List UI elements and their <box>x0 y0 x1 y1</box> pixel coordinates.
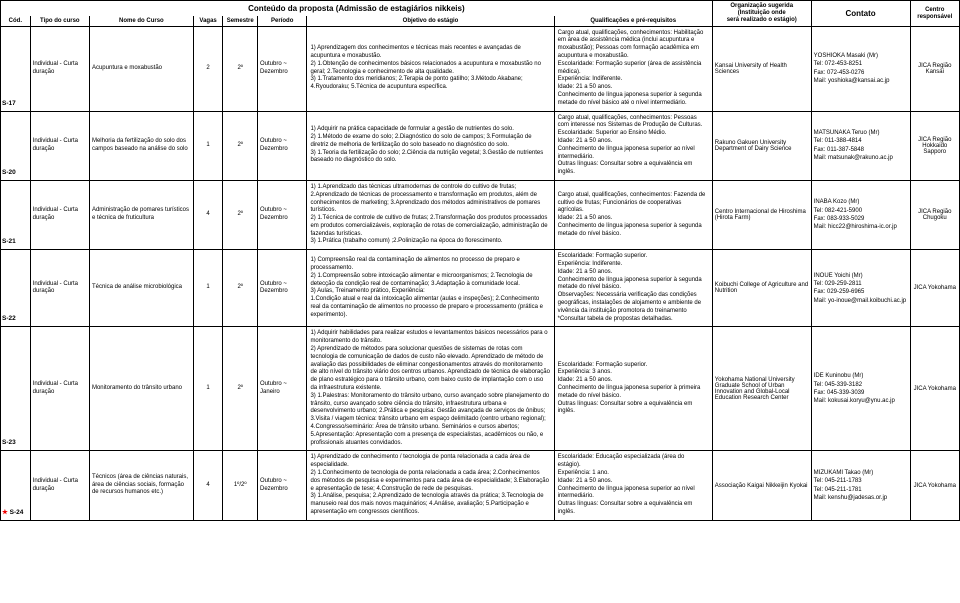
nome-cell: Monitoramento do trânsito urbano <box>89 327 193 451</box>
hdr-org: Organização sugerida (Instituição onde s… <box>712 1 811 27</box>
vagas-cell: 1 <box>193 327 223 451</box>
tipo-cell: Individual - Curta duração <box>30 250 89 327</box>
centro-cell: JICA Região Chugoku <box>910 180 959 249</box>
objetivo-cell: 1) Compreensão real da contaminação de a… <box>307 250 554 327</box>
org-cell: Koibuchi College of Agriculture and Nutr… <box>712 250 811 327</box>
hdr-cod: Cód. <box>1 16 31 26</box>
sem-cell: 2º <box>223 180 258 249</box>
contato-cell: MATSUNAKA Teruo (Mr) Tel: 011-388-4814 F… <box>811 111 910 180</box>
sem-cell: 2º <box>223 327 258 451</box>
objetivo-cell: 1) Aprendizado de conhecimento / tecnolo… <box>307 451 554 520</box>
cod-cell: S-21 <box>1 180 31 249</box>
table-row: S-17Individual - Curta duraçãoAcupuntura… <box>1 26 960 111</box>
objetivo-cell: 1) Adquirir na prática capacidade de for… <box>307 111 554 180</box>
periodo-cell: Outubro ~ Dezembro <box>258 451 307 520</box>
vagas-cell: 1 <box>193 250 223 327</box>
org-cell: Rakuno Gakuen University Department of D… <box>712 111 811 180</box>
tipo-cell: Individual - Curta duração <box>30 180 89 249</box>
vagas-cell: 4 <box>193 451 223 520</box>
contato-cell: INABA Kozo (Mr) Tel: 082-421-5900 Fax: 0… <box>811 180 910 249</box>
hdr-objetivo: Objetivo do estágio <box>307 16 554 26</box>
nome-cell: Melhoria da fertilização do solo dos cam… <box>89 111 193 180</box>
hdr-qual: Qualificações e pré-requisitos <box>554 16 712 26</box>
objetivo-cell: 1) 1.Aprendizado das técnicas ultramoder… <box>307 180 554 249</box>
table-row: S-23Individual - Curta duraçãoMonitorame… <box>1 327 960 451</box>
centro-cell: JICA Yokohama <box>910 451 959 520</box>
qual-cell: Cargo atual, qualificações, conhecimento… <box>554 26 712 111</box>
org-cell: Yokohama National University Graduate Sc… <box>712 327 811 451</box>
star-marker: ★ <box>2 509 8 516</box>
objetivo-cell: 1) Aprendizagem dos conhecimentos e técn… <box>307 26 554 111</box>
centro-cell: JICA Região Hokkaido Sapporo <box>910 111 959 180</box>
table-title: Conteúdo da proposta (Admissão de estagi… <box>1 1 713 16</box>
org-cell: Kansai University of Health Sciences <box>712 26 811 111</box>
tipo-cell: Individual - Curta duração <box>30 26 89 111</box>
nome-cell: Administração de pomares turísticos e té… <box>89 180 193 249</box>
periodo-cell: Outubro ~ Janeiro <box>258 327 307 451</box>
vagas-cell: 2 <box>193 26 223 111</box>
qual-cell: Escolaridade: Educação especializada (ár… <box>554 451 712 520</box>
hdr-tipo: Tipo do curso <box>30 16 89 26</box>
periodo-cell: Outubro ~ Dezembro <box>258 250 307 327</box>
table-row: S-22Individual - Curta duraçãoTécnica de… <box>1 250 960 327</box>
hdr-contato: Contato <box>811 1 910 27</box>
org-cell: Associação Kaigai Nikkeijin Kyokai <box>712 451 811 520</box>
tipo-cell: Individual - Curta duração <box>30 111 89 180</box>
hdr-sem: Semestre <box>223 16 258 26</box>
cod-cell: ★ S-24 <box>1 451 31 520</box>
nome-cell: Técnica de análise microbiológica <box>89 250 193 327</box>
objetivo-cell: 1) Adquirir habilidades para realizar es… <box>307 327 554 451</box>
contato-cell: YOSHIOKA Masaki (Mr) Tel: 072-453-8251 F… <box>811 26 910 111</box>
periodo-cell: Outubro ~ Dezembro <box>258 111 307 180</box>
sem-cell: 2º <box>223 250 258 327</box>
centro-cell: JICA Yokohama <box>910 250 959 327</box>
periodo-cell: Outubro ~ Dezembro <box>258 26 307 111</box>
cod-cell: S-23 <box>1 327 31 451</box>
tipo-cell: Individual - Curta duração <box>30 451 89 520</box>
contato-cell: INOUE Yoichi (Mr) Tel: 029-259-2811 Fax:… <box>811 250 910 327</box>
org-cell: Centro Internacional de Hiroshima (Hirot… <box>712 180 811 249</box>
centro-cell: JICA Yokohama <box>910 327 959 451</box>
nome-cell: Acupuntura e moxabustão <box>89 26 193 111</box>
sem-cell: 2º <box>223 111 258 180</box>
sem-cell: 1º/2º <box>223 451 258 520</box>
table-row: S-20Individual - Curta duraçãoMelhoria d… <box>1 111 960 180</box>
internship-table: Conteúdo da proposta (Admissão de estagi… <box>0 0 960 521</box>
periodo-cell: Outubro ~ Dezembro <box>258 180 307 249</box>
hdr-vagas: Vagas <box>193 16 223 26</box>
hdr-periodo: Período <box>258 16 307 26</box>
qual-cell: Cargo atual, qualificações, conhecimento… <box>554 111 712 180</box>
nome-cell: Técnicos (área de ciências naturais, áre… <box>89 451 193 520</box>
vagas-cell: 1 <box>193 111 223 180</box>
cod-cell: S-20 <box>1 111 31 180</box>
cod-cell: S-22 <box>1 250 31 327</box>
hdr-nome: Nome do Curso <box>89 16 193 26</box>
vagas-cell: 4 <box>193 180 223 249</box>
tipo-cell: Individual - Curta duração <box>30 327 89 451</box>
table-row: S-21Individual - Curta duraçãoAdministra… <box>1 180 960 249</box>
qual-cell: Escolaridade: Formação superior. Experiê… <box>554 327 712 451</box>
contato-cell: MIZUKAMI Takao (Mr) Tel: 045-211-1783 Te… <box>811 451 910 520</box>
qual-cell: Escolaridade: Formação superior. Experiê… <box>554 250 712 327</box>
centro-cell: JICA Região Kansai <box>910 26 959 111</box>
sem-cell: 2º <box>223 26 258 111</box>
hdr-centro: Centro responsável <box>910 1 959 27</box>
qual-cell: Cargo atual, qualificações, conhecimento… <box>554 180 712 249</box>
table-row: ★ S-24Individual - Curta duraçãoTécnicos… <box>1 451 960 520</box>
cod-cell: S-17 <box>1 26 31 111</box>
contato-cell: IDE Kuninobu (Mr) Tel: 045-339-3182 Fax:… <box>811 327 910 451</box>
